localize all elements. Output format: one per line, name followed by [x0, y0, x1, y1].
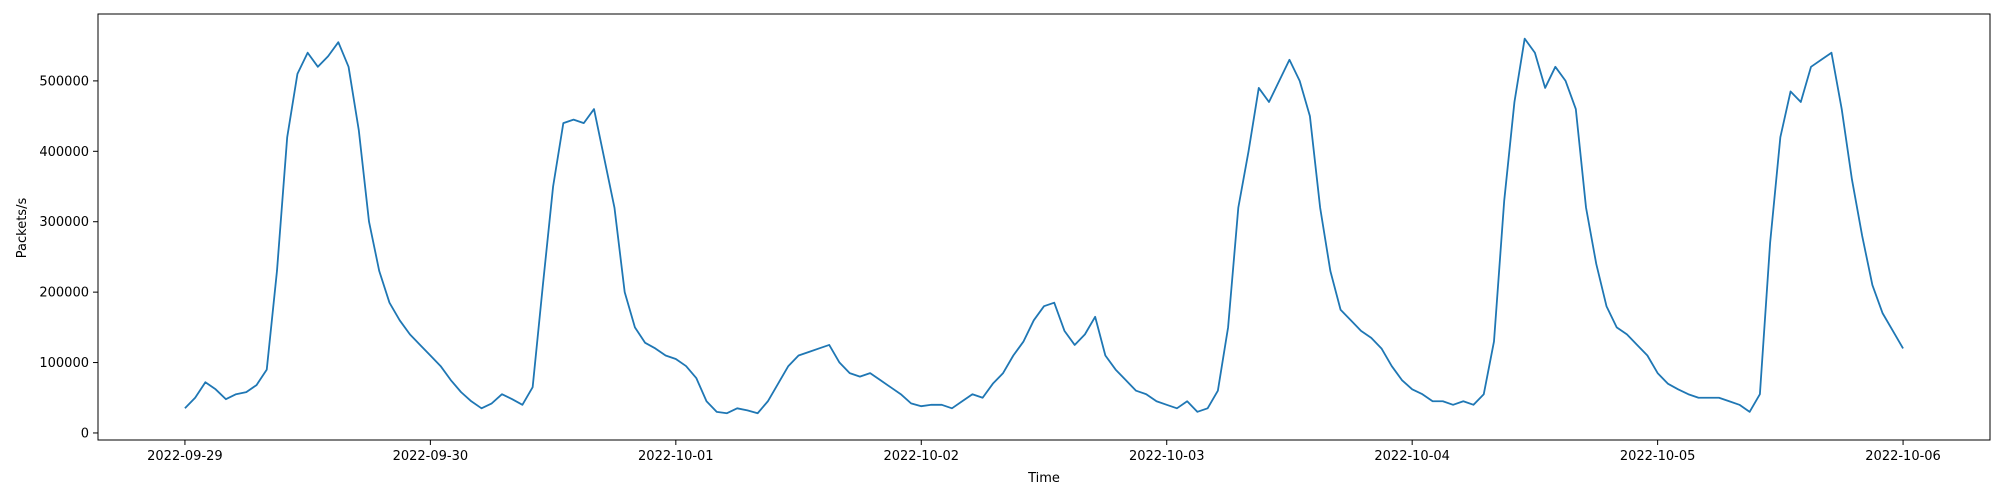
y-axis-label: Packets/s — [15, 198, 30, 259]
x-tick-label: 2022-09-29 — [147, 449, 223, 464]
y-tick-label: 400000 — [39, 145, 89, 160]
x-axis-label: Time — [1027, 471, 1060, 486]
x-tick-label: 2022-10-03 — [1129, 449, 1205, 464]
x-tick-label: 2022-10-04 — [1374, 449, 1450, 464]
x-tick-label: 2022-10-02 — [883, 449, 959, 464]
plot-area — [97, 13, 1991, 441]
y-tick-label: 200000 — [39, 286, 89, 301]
y-tick-label: 100000 — [39, 356, 89, 371]
y-tick-label: 300000 — [39, 215, 89, 230]
x-tick-label: 2022-10-05 — [1620, 449, 1696, 464]
y-tick-label: 0 — [81, 426, 89, 441]
x-tick-label: 2022-09-30 — [393, 449, 469, 464]
x-tick-label: 2022-10-01 — [638, 449, 714, 464]
x-axis: 2022-09-29 2022-09-30 2022-10-01 2022-10-02… — [147, 440, 1941, 464]
x-tick-label: 2022-10-06 — [1865, 449, 1941, 464]
series-line — [184, 37, 1904, 415]
y-tick-label: 500000 — [39, 74, 89, 89]
y-axis: 0 100000 200000 300000 400000 500000 — [39, 74, 98, 441]
